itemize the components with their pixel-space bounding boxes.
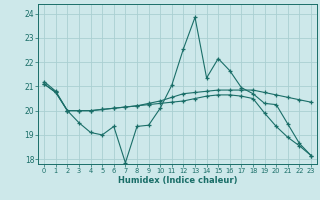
X-axis label: Humidex (Indice chaleur): Humidex (Indice chaleur) — [118, 176, 237, 185]
